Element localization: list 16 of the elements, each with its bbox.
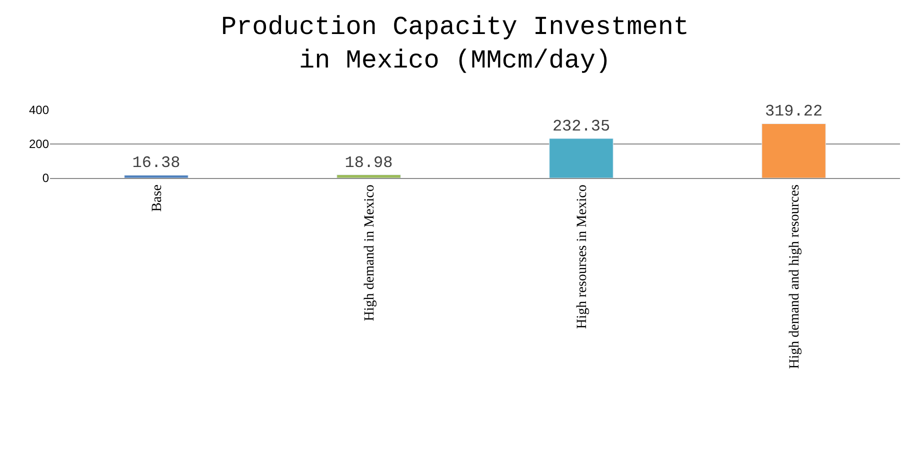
bar (336, 174, 401, 178)
bar (549, 138, 614, 178)
data-label: 232.35 (552, 118, 610, 136)
data-label: 319.22 (764, 102, 823, 121)
bar (124, 174, 188, 178)
chart-title: Production Capacity Investment in Mexico (MMcm/day) (220, 12, 690, 76)
y-tick-label: 0 (42, 171, 50, 186)
x-tick-label: High demand in Mexico (362, 184, 378, 322)
bar (762, 123, 826, 178)
data-label: 16.38 (132, 154, 180, 172)
y-tick-label: 200 (28, 137, 50, 152)
x-tick-label: High resourses in Mexico (574, 184, 590, 329)
data-label: 18.98 (344, 154, 393, 172)
x-tick-label: Base (150, 184, 165, 212)
y-tick-label: 400 (28, 103, 50, 118)
x-tick-label: High demand and high resources (787, 184, 802, 369)
